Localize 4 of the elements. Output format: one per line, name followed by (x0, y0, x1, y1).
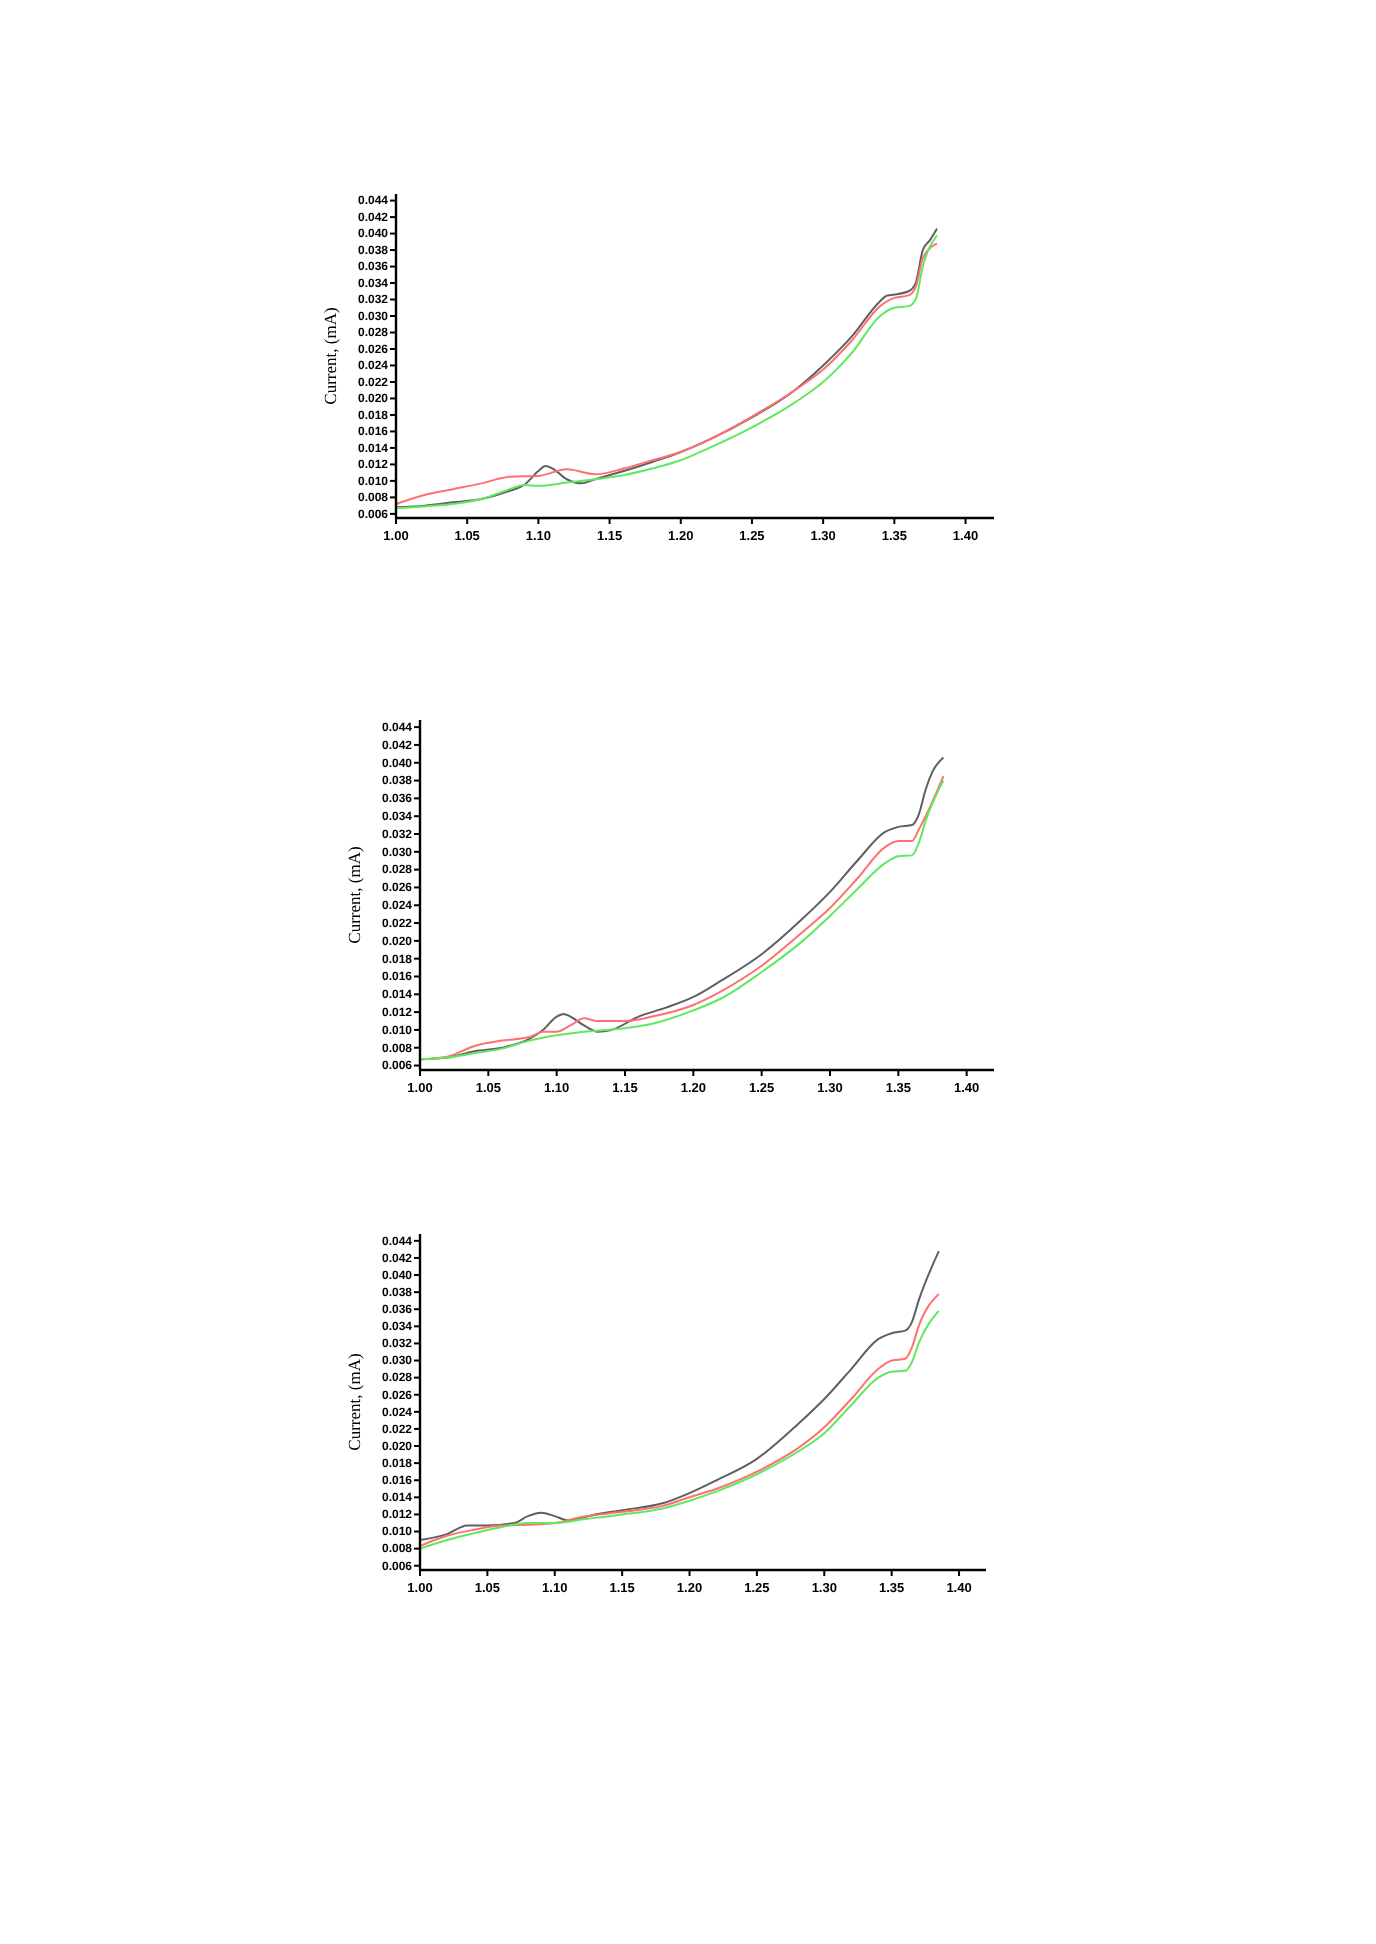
y-axis-title: Current, (mA) (344, 1353, 364, 1451)
y-axis-title: Current, (mA) (344, 846, 364, 944)
y-axis-title: Current, (mA) (320, 307, 340, 405)
line-series (419, 1250, 940, 1542)
